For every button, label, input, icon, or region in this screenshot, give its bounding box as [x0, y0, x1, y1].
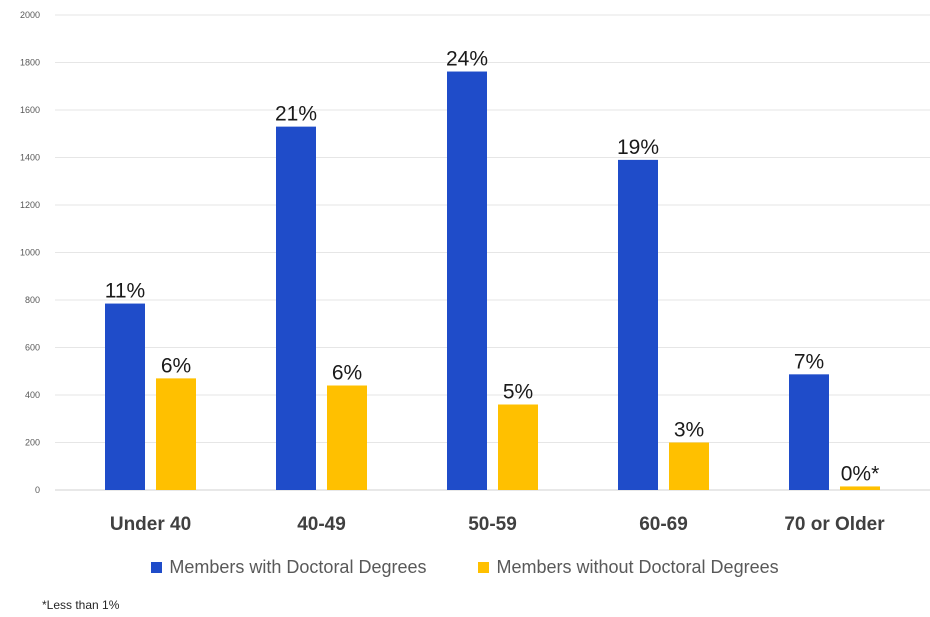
y-tick-label: 1200 [20, 200, 40, 210]
legend-item-with-doctoral: Members with Doctoral Degrees [151, 557, 426, 578]
y-tick-label: 400 [25, 390, 40, 400]
x-tick-label: 50-59 [468, 514, 517, 535]
data-label: 11% [105, 280, 145, 303]
legend: Members with Doctoral Degrees Members wi… [0, 557, 930, 578]
y-tick-label: 2000 [20, 10, 40, 20]
bar-with-doctoral [789, 374, 829, 490]
bar-without-doctoral [669, 442, 709, 490]
data-labels: 11% 6% 21% 6% 24% 5% 19% 3% 7% 0%* [105, 48, 880, 486]
y-tick-label: 0 [35, 485, 40, 495]
data-label: 5% [503, 381, 533, 404]
bar-without-doctoral [498, 404, 538, 490]
legend-swatch-blue [151, 562, 163, 573]
bar-without-doctoral [327, 385, 367, 490]
data-label: 24% [446, 48, 488, 71]
data-label: 6% [161, 354, 191, 377]
x-tick-label: 70 or Older [784, 514, 885, 535]
data-label: 7% [794, 350, 824, 373]
bar-without-doctoral [840, 486, 880, 490]
y-tick-label: 1000 [20, 248, 40, 258]
legend-label: Members without Doctoral Degrees [496, 557, 779, 577]
legend-label: Members with Doctoral Degrees [169, 557, 427, 577]
data-label: 6% [332, 362, 362, 385]
legend-swatch-gold [478, 562, 490, 573]
x-tick-label: 60-69 [639, 514, 688, 535]
bar-without-doctoral [156, 378, 196, 490]
y-tick-label: 200 [25, 438, 40, 448]
legend-item-without-doctoral: Members without Doctoral Degrees [478, 557, 779, 578]
bars [105, 71, 880, 491]
bar-with-doctoral [618, 159, 658, 490]
x-axis: Under 40 40-49 50-59 60-69 70 or Older [110, 514, 885, 535]
x-tick-label: 40-49 [297, 514, 346, 535]
y-tick-label: 800 [25, 295, 40, 305]
y-tick-label: 1800 [20, 58, 40, 68]
bar-with-doctoral [447, 71, 487, 491]
gridlines [55, 14, 930, 491]
x-tick-label: Under 40 [110, 514, 191, 535]
bar-with-doctoral [105, 303, 145, 490]
bar-with-doctoral [276, 126, 316, 490]
footnote: *Less than 1% [42, 598, 120, 612]
data-label: 0%* [841, 462, 880, 485]
y-tick-label: 600 [25, 343, 40, 353]
y-axis: 0 200 400 600 800 1000 1200 1400 1600 1800 2000 [20, 10, 40, 495]
data-label: 19% [617, 136, 659, 159]
data-label: 21% [275, 103, 317, 126]
data-label: 3% [674, 419, 704, 442]
y-tick-label: 1600 [20, 105, 40, 115]
y-tick-label: 1400 [20, 153, 40, 163]
bar-chart: 0 200 400 600 800 1000 1200 1400 1600 1800 2000 11… [20, 10, 930, 535]
